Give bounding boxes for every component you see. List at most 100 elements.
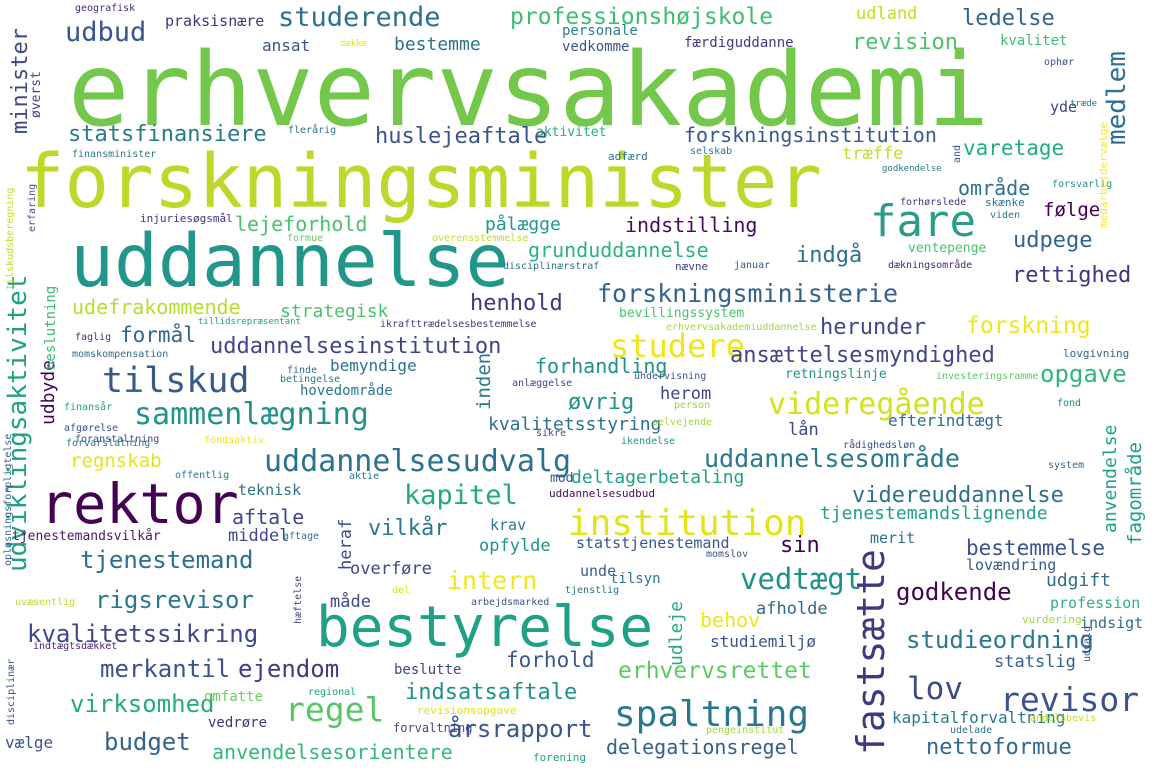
word: uddannelsesområde (704, 444, 960, 473)
word: bevillingssystem (619, 306, 745, 321)
word: udland (856, 4, 918, 24)
word: lov (907, 671, 963, 707)
word: mod (550, 471, 574, 486)
word: færdiguddanne (684, 35, 794, 51)
word: tilskudsberegning (5, 187, 16, 290)
word: tilskud (102, 361, 250, 401)
word: studerende (278, 2, 441, 33)
word: udgift (1046, 570, 1112, 591)
word: regel (285, 690, 385, 729)
word: behov (700, 608, 761, 632)
word: merit (870, 529, 916, 547)
word: dække (340, 39, 368, 49)
word: vedtægt (740, 562, 863, 596)
word: uddannelsesudvalg (264, 444, 572, 479)
word: faglig (75, 332, 112, 343)
word: fare (870, 196, 976, 247)
word: personale (562, 23, 638, 39)
word: beslutte (394, 662, 462, 678)
word: hovedområde (300, 383, 393, 399)
word: grunduddannelse (528, 238, 709, 262)
word: opgave (1040, 360, 1127, 388)
word: undervisning (634, 371, 707, 382)
word: nævne (675, 260, 709, 273)
word: fagområde (1124, 442, 1146, 545)
word: statstjenestemand (576, 534, 730, 552)
word: delegationsregel (606, 735, 799, 759)
word: yde (1050, 98, 1078, 116)
word: udvalg (1082, 625, 1093, 662)
word: del (392, 585, 411, 596)
word: udefrakommende (72, 295, 241, 319)
word: selvejende (652, 417, 713, 428)
word: aktie (349, 471, 380, 482)
word: formue (287, 233, 324, 244)
word: indsatsaftale (405, 680, 578, 705)
word: ejendom (238, 655, 340, 683)
word: uddannelsesudbud (549, 487, 655, 500)
word: beslutning (43, 285, 59, 370)
word: forhandling (535, 354, 668, 378)
word: forskningsministerie (597, 279, 899, 308)
word: område (958, 176, 1031, 200)
word: momslov (706, 549, 749, 560)
word: andelsbevis (1030, 713, 1097, 724)
word: merkantil (100, 655, 231, 683)
word: nettoformue (926, 735, 1072, 760)
word: deltagerbetaling (571, 467, 745, 488)
word: vedkomme (562, 39, 630, 55)
word: and (952, 144, 963, 163)
word: kvalitet (1000, 33, 1068, 49)
word: selskab (690, 146, 733, 157)
word: forhold (506, 648, 595, 672)
word: forskningsminister (20, 139, 822, 225)
word: herunder (820, 315, 926, 340)
word: forvaltning (393, 721, 473, 735)
word: sikre (536, 428, 567, 439)
word: virksomhed (70, 690, 215, 718)
word: varetage (963, 136, 1065, 160)
word: træde (1070, 99, 1098, 109)
word: viden (990, 210, 1021, 221)
word: afholde (756, 599, 828, 619)
word: vælge (5, 733, 54, 752)
word: bestemme (394, 34, 481, 55)
word: udbud (65, 17, 147, 48)
word: huslejeaftale (375, 124, 548, 149)
word: dækningsområde (888, 260, 973, 271)
word: januar (734, 260, 771, 271)
word: anlæggelse (512, 378, 573, 389)
word: foranstaltning (75, 434, 160, 445)
word: lejeforhold (235, 212, 368, 236)
word: vedrøre (208, 715, 268, 731)
word: aftale (232, 505, 305, 529)
word: regional (308, 687, 357, 698)
word: indstilling (625, 213, 758, 237)
word: ventepenge (908, 241, 987, 256)
word: udpege (1013, 228, 1093, 253)
word: pengeinstitut (706, 725, 785, 736)
word: følge (1043, 199, 1101, 221)
word: erfaring (27, 183, 38, 232)
word: forhørslede (900, 197, 967, 208)
word: udleje (666, 600, 687, 666)
word: lån (788, 420, 819, 440)
word: middel (228, 526, 290, 546)
word: måde (330, 592, 371, 612)
word: hæftelse (293, 575, 304, 624)
word: revisor (1000, 680, 1140, 719)
word: finde (287, 365, 318, 376)
word: revisionsopgave (417, 704, 517, 717)
word: retningslinje (785, 367, 887, 382)
word: ledelse (962, 6, 1055, 31)
word: godkendelse (882, 164, 942, 174)
word: geografisk (75, 3, 136, 14)
word: institution (568, 503, 807, 544)
word: studere (610, 327, 745, 365)
word: aftage (283, 531, 320, 542)
word: kvalitetssikring (27, 620, 259, 648)
word: opfylde (479, 536, 551, 556)
word: afgørelse (64, 423, 119, 434)
word: erhvervsakademiuddannelse (666, 322, 817, 333)
